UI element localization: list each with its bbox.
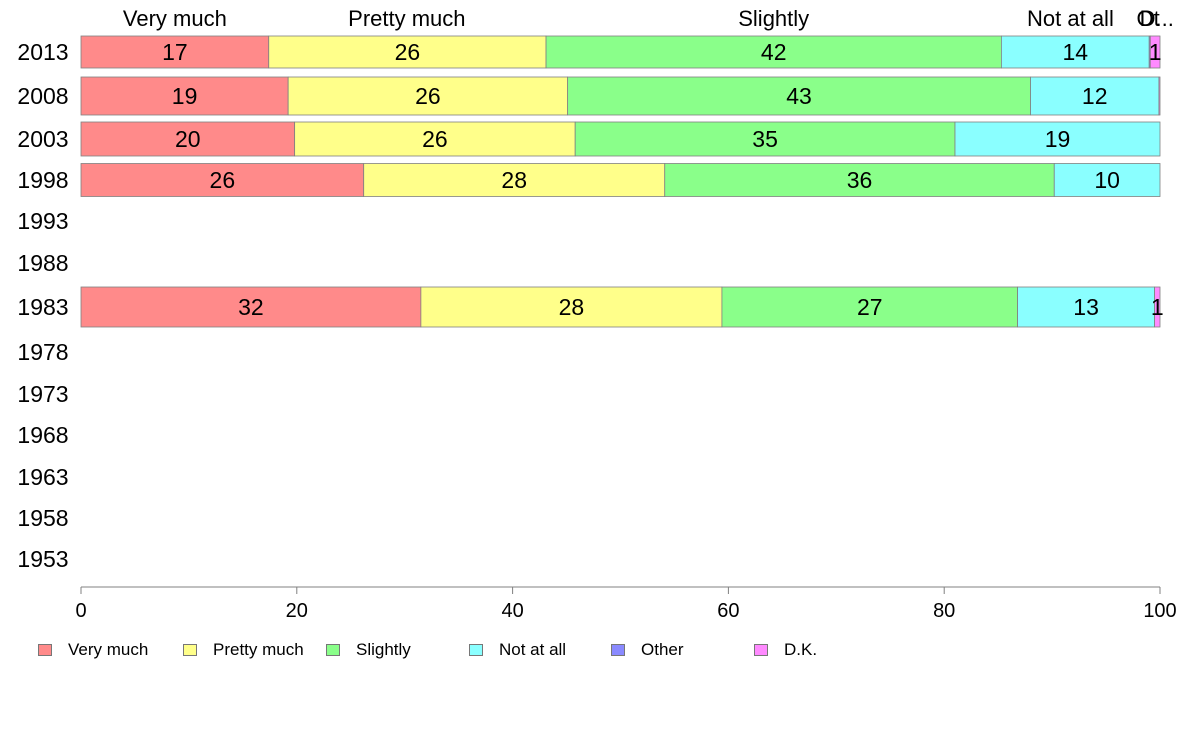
y-axis-labels: 2013 2008 2003 1998 1993 1988 1983 1978 1973 1968… (17, 39, 68, 572)
year-label-2003: 2003 (17, 126, 68, 152)
bar-label-1983-pretty-much: 28 (559, 294, 585, 320)
bar-2003-not-at-all (954, 121, 1161, 157)
bar-1998-not-at-all (1053, 163, 1161, 197)
bar-label-1998-very-much: 26 (210, 167, 236, 193)
bar-2008-very-much (80, 76, 289, 116)
x-tick-label-40: 40 (501, 600, 523, 622)
bar-2013-pretty-much (268, 35, 547, 69)
bar-1983-slightly (721, 286, 1018, 328)
bar-2003-pretty-much (294, 121, 576, 157)
bar-1983-not-at-all (1017, 286, 1156, 328)
bar-1983-pretty-much (420, 286, 723, 328)
year-label-1958: 1958 (17, 505, 68, 531)
bar-label-2003-very-much: 20 (175, 126, 201, 152)
top-label-not-at-all: Not at all (1027, 6, 1114, 31)
legend-label-other: Other (641, 640, 684, 659)
bar-label-2003-not-at-all: 19 (1045, 126, 1071, 152)
year-label-1963: 1963 (17, 464, 68, 490)
bar-label-2013-slightly: 42 (761, 39, 787, 65)
top-label-very-much: Very much (123, 6, 227, 31)
bar-label-1983-very-much: 32 (238, 294, 264, 320)
bar-label-2003-pretty-much: 26 (422, 126, 448, 152)
legend-label-dk: D.K. (784, 640, 818, 659)
legend-item-very-much: Very much (38, 640, 148, 660)
year-label-2008: 2008 (17, 83, 68, 109)
x-tick-label-60: 60 (717, 600, 739, 622)
bar-label-2008-slightly: 43 (786, 83, 812, 109)
year-label-1973: 1973 (17, 381, 68, 407)
legend-item-slightly: Slightly (326, 640, 411, 660)
x-tick-label-20: 20 (286, 600, 308, 622)
bar-label-2013-not-at-all: 14 (1063, 39, 1089, 65)
bar-1983-d-k (1154, 286, 1161, 328)
top-label-pretty-much: Pretty much (348, 6, 465, 31)
x-tick-label-0: 0 (75, 600, 86, 622)
bar-2003-slightly (574, 121, 956, 157)
top-label-ot: Ot (1137, 6, 1160, 31)
x-tick-label-100: 100 (1143, 600, 1176, 622)
bar-label-2008-not-at-all: 12 (1082, 83, 1108, 109)
legend-swatch-very-much (38, 644, 52, 656)
bar-value-labels: 17 26 42 14 1 19 26 43 12 20 26 35 19 26 28 36 10 32 28 27 1… (162, 39, 1164, 320)
legend-label-slightly: Slightly (356, 640, 411, 659)
bar-2008-pretty-much (287, 76, 569, 116)
bar-label-1983-slightly: 27 (857, 294, 883, 320)
bar-label-2008-pretty-much: 26 (415, 83, 441, 109)
legend-item-other: Other (611, 640, 684, 660)
bar-1998-slightly (664, 163, 1055, 197)
bar-label-2013-very-much: 17 (162, 39, 188, 65)
bars (80, 35, 1161, 328)
bar-label-1983-not-at-all: 13 (1073, 294, 1099, 320)
legend-item-pretty-much: Pretty much (183, 640, 304, 660)
bar-label-1998-slightly: 36 (847, 167, 873, 193)
year-label-1983: 1983 (17, 294, 68, 320)
legend-swatch-pretty-much (183, 644, 197, 656)
bar-2003-very-much (80, 121, 296, 157)
legend-item-dk: D.K. (754, 640, 817, 660)
legend-label-very-much: Very much (68, 640, 149, 659)
bar-2008-slightly (567, 76, 1031, 116)
legend-swatch-other (611, 644, 625, 656)
bar-2013-d-k (1149, 35, 1161, 69)
bar-1998-very-much (80, 163, 365, 197)
bar-label-1983-d-k: 1 (1151, 294, 1164, 320)
year-label-2013: 2013 (17, 39, 68, 65)
legend-label-pretty-much: Pretty much (213, 640, 304, 659)
year-label-1978: 1978 (17, 339, 68, 365)
year-label-1988: 1988 (17, 250, 68, 276)
bar-label-1998-not-at-all: 10 (1094, 167, 1120, 193)
bar-label-2003-slightly: 35 (752, 126, 778, 152)
bar-2008-d-k (1158, 76, 1161, 116)
bar-label-2008-very-much: 19 (172, 83, 198, 109)
bar-label-1998-pretty-much: 28 (501, 167, 527, 193)
x-tick-label-80: 80 (933, 600, 955, 622)
top-label-d: D... (1140, 6, 1174, 31)
legend: Very much Pretty much Slightly Not at al… (38, 640, 1138, 660)
year-label-1998: 1998 (17, 167, 68, 193)
legend-swatch-not-at-all (469, 644, 483, 656)
year-label-1968: 1968 (17, 422, 68, 448)
year-label-1993: 1993 (17, 208, 68, 234)
bar-label-2013-pretty-much: 26 (395, 39, 421, 65)
year-label-1953: 1953 (17, 546, 68, 572)
legend-swatch-dk (754, 644, 768, 656)
top-category-labels: Very much Pretty much Slightly Not at all Ot… (123, 6, 1174, 31)
bar-label-2013-d-k: 1 (1149, 39, 1162, 65)
legend-swatch-slightly (326, 644, 340, 656)
top-label-slightly: Slightly (738, 6, 809, 31)
legend-label-not-at-all: Not at all (499, 640, 567, 659)
bar-1983-very-much (80, 286, 422, 328)
x-axis: 0 20 40 60 80 100 (75, 586, 1177, 622)
legend-item-not-at-all: Not at all (469, 640, 566, 660)
